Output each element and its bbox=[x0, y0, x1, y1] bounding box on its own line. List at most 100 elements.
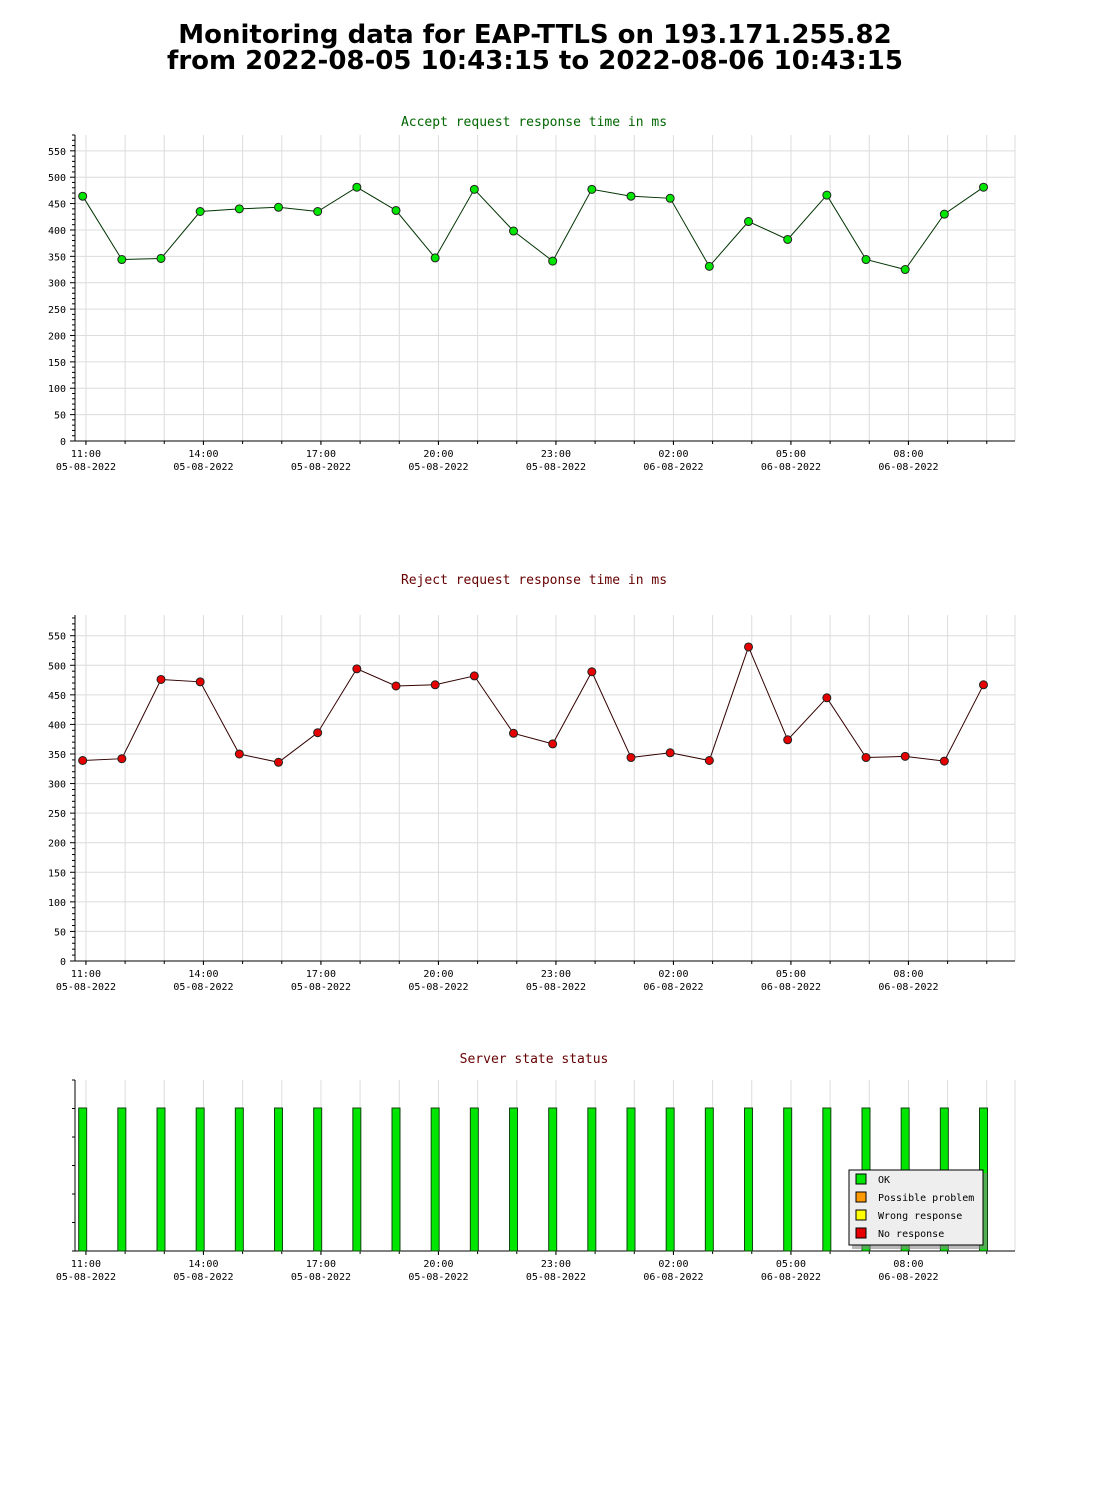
status-bar bbox=[626, 1107, 636, 1252]
x-tick-label-time: 17:00 bbox=[306, 1259, 336, 1270]
x-tick-label-time: 23:00 bbox=[541, 1259, 571, 1270]
legend-box bbox=[848, 1169, 984, 1246]
status-chart: 11:00 05-08-2022 14:00 05-08-2022 17:00 05-08… bbox=[56, 1052, 1016, 1283]
status-bar bbox=[704, 1107, 714, 1252]
status-bar bbox=[665, 1107, 675, 1252]
y-tick-label: 500 bbox=[48, 661, 66, 672]
x-tick-label-date: 05-08-2022 bbox=[173, 1272, 233, 1283]
reject-chart: 0 50 100 150 200 250 300 350 400 450 500 550 11:00 05… bbox=[48, 573, 1016, 993]
y-tick-label: 250 bbox=[48, 809, 66, 820]
y-tick-label: 150 bbox=[48, 358, 66, 369]
x-tick-label-time: 05:00 bbox=[776, 969, 806, 980]
status-bar bbox=[156, 1107, 166, 1252]
data-point bbox=[430, 680, 440, 690]
x-tick-label-time: 02:00 bbox=[658, 969, 688, 980]
y-tick-label: 300 bbox=[48, 279, 66, 290]
data-point bbox=[430, 253, 440, 263]
data-point bbox=[509, 226, 519, 236]
y-tick-label: 50 bbox=[54, 411, 66, 422]
y-tick-label: 50 bbox=[54, 927, 66, 938]
status-bar bbox=[430, 1107, 440, 1252]
legend-swatch bbox=[855, 1209, 867, 1221]
data-point bbox=[78, 191, 88, 201]
y-tick-label: 350 bbox=[48, 252, 66, 263]
status-bar bbox=[274, 1107, 284, 1252]
data-point bbox=[587, 667, 597, 677]
x-tick-label-date: 05-08-2022 bbox=[56, 462, 116, 473]
data-point bbox=[548, 256, 558, 266]
y-tick-label: 300 bbox=[48, 780, 66, 791]
y-tick-label: 400 bbox=[48, 226, 66, 237]
status-bar bbox=[195, 1107, 205, 1252]
x-tick-label-date: 06-08-2022 bbox=[643, 462, 703, 473]
y-tick-label: 400 bbox=[48, 720, 66, 731]
x-tick-label-date: 05-08-2022 bbox=[291, 462, 351, 473]
data-point bbox=[861, 255, 871, 265]
data-point bbox=[587, 184, 597, 194]
page-title-line-2: from 2022-08-05 10:43:15 to 2022-08-06 1… bbox=[167, 46, 903, 76]
y-tick-label: 100 bbox=[48, 384, 66, 395]
data-point bbox=[195, 677, 205, 687]
chart-title: Server state status bbox=[460, 1052, 609, 1067]
y-tick-label: 350 bbox=[48, 750, 66, 761]
x-tick-label-date: 05-08-2022 bbox=[56, 982, 116, 993]
legend: OK Possible problem Wrong response No respo… bbox=[848, 1169, 987, 1249]
y-tick-label: 200 bbox=[48, 839, 66, 850]
y-tick-label: 550 bbox=[48, 632, 66, 643]
x-tick-label-date: 05-08-2022 bbox=[526, 982, 586, 993]
data-point bbox=[900, 751, 910, 761]
y-tick-label: 0 bbox=[60, 437, 66, 448]
status-bar bbox=[117, 1107, 127, 1252]
data-point bbox=[939, 209, 949, 219]
series-line bbox=[82, 645, 984, 763]
data-point bbox=[391, 681, 401, 691]
y-tick-label: 450 bbox=[48, 691, 66, 702]
status-bar bbox=[313, 1107, 323, 1252]
legend-swatch bbox=[855, 1173, 867, 1185]
x-tick-label-time: 23:00 bbox=[541, 449, 571, 460]
data-point bbox=[313, 207, 323, 216]
data-point bbox=[234, 204, 244, 214]
x-tick-label-time: 20:00 bbox=[423, 1259, 453, 1270]
page-title: Monitoring data for EAP-TTLS on 193.171.… bbox=[0, 22, 1070, 74]
data-point bbox=[822, 693, 832, 703]
x-tick-label-time: 23:00 bbox=[541, 969, 571, 980]
data-point bbox=[509, 728, 519, 738]
x-tick-label-date: 05-08-2022 bbox=[408, 462, 468, 473]
chart-title: Reject request response time in ms bbox=[401, 573, 667, 588]
x-tick-label-date: 06-08-2022 bbox=[643, 1272, 703, 1283]
data-point bbox=[665, 748, 675, 758]
data-point bbox=[979, 680, 989, 690]
y-tick-label: 500 bbox=[48, 173, 66, 184]
data-point bbox=[352, 182, 362, 192]
x-tick-label-time: 17:00 bbox=[306, 449, 336, 460]
x-tick-label-time: 14:00 bbox=[188, 1259, 218, 1270]
x-tick-label-time: 11:00 bbox=[71, 969, 101, 980]
data-point bbox=[783, 735, 793, 745]
x-tick-label-date: 06-08-2022 bbox=[761, 462, 821, 473]
x-tick-label-time: 08:00 bbox=[893, 969, 923, 980]
y-tick-label: 200 bbox=[48, 331, 66, 342]
x-tick-label-time: 14:00 bbox=[188, 449, 218, 460]
data-point bbox=[156, 674, 166, 684]
data-point bbox=[117, 754, 127, 764]
x-tick-label-time: 11:00 bbox=[71, 1259, 101, 1270]
status-bar bbox=[352, 1107, 362, 1252]
x-tick-label-time: 08:00 bbox=[893, 1259, 923, 1270]
data-point bbox=[352, 664, 362, 674]
data-point bbox=[979, 182, 989, 192]
legend-label: OK bbox=[878, 1175, 890, 1186]
data-point bbox=[704, 755, 714, 765]
status-bar bbox=[78, 1107, 88, 1252]
data-point bbox=[274, 757, 284, 767]
data-point bbox=[626, 753, 636, 763]
x-tick-label-time: 20:00 bbox=[423, 969, 453, 980]
status-bar bbox=[587, 1107, 597, 1252]
data-point bbox=[78, 755, 88, 765]
status-bar bbox=[391, 1107, 401, 1252]
data-point bbox=[156, 253, 166, 263]
data-point bbox=[939, 756, 949, 766]
x-tick-label-time: 17:00 bbox=[306, 969, 336, 980]
data-point bbox=[822, 190, 832, 200]
x-tick-label-date: 05-08-2022 bbox=[173, 462, 233, 473]
